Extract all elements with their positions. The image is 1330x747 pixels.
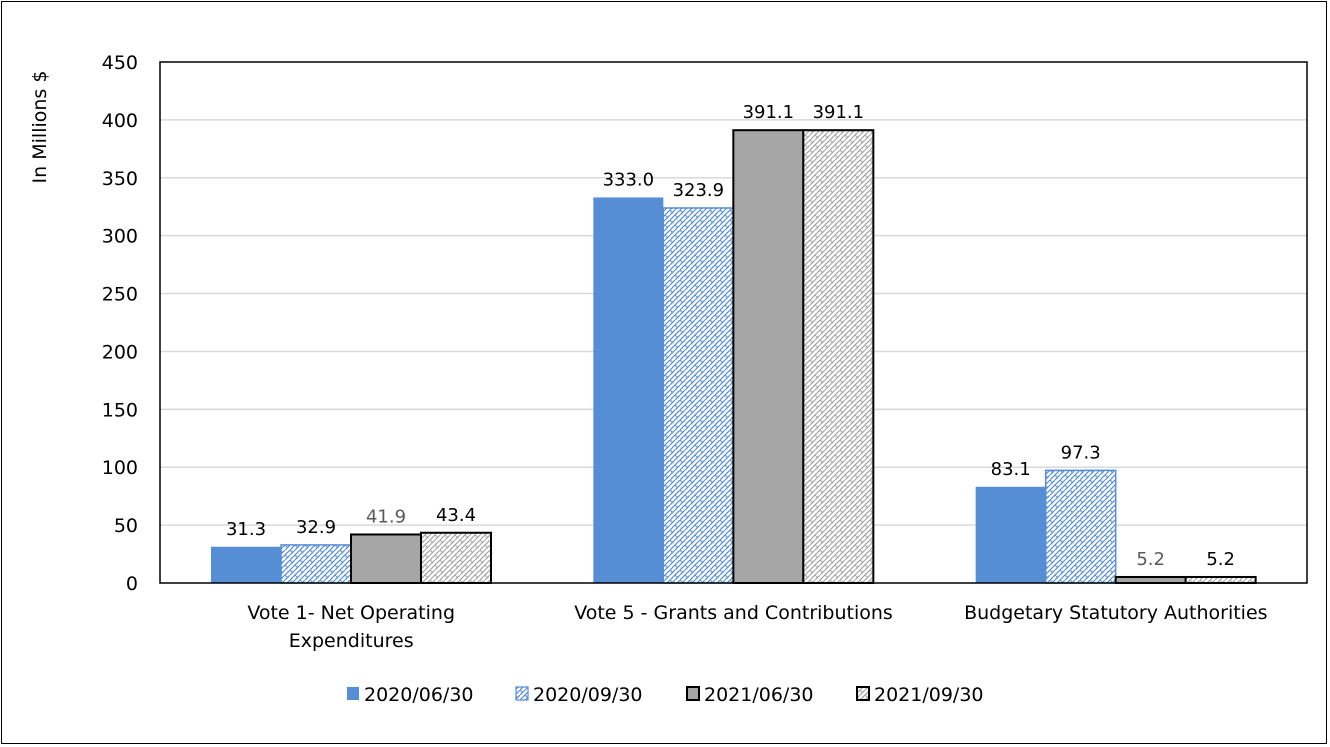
legend-swatch [686,686,700,701]
legend-item: 2021/06/30 [686,684,814,706]
bar-2020-09-30 [662,207,735,584]
y-tick-label: 100 [102,457,138,479]
bar-2021-09-30 [802,129,875,584]
bar-2021-06-30 [1114,575,1187,584]
x-tick-label: Budgetary Statutory Authorities [964,602,1267,624]
bar-2020-06-30 [593,197,664,583]
legend-label: 2020/06/30 [364,684,474,706]
legend-item: 2021/09/30 [856,684,984,706]
bar-2021-06-30 [350,533,422,585]
legend-label: 2021/09/30 [874,684,984,706]
legend-label: 2020/09/30 [533,684,643,706]
data-label: 333.0 [603,169,655,190]
data-label: 391.1 [743,102,795,123]
bar-2021-09-30 [1184,575,1257,584]
data-label: 97.3 [1061,442,1101,463]
y-tick-label: 0 [126,573,138,595]
y-tick-label: 350 [102,168,138,190]
bar-2020-06-30 [975,486,1046,583]
bar-2021-06-30 [732,129,805,584]
legend-swatch [347,687,359,700]
legend-swatch [515,686,529,701]
x-tick-label: Expenditures [289,630,414,652]
data-label: 5.2 [1206,549,1235,570]
data-label: 5.2 [1136,549,1165,570]
data-label: 31.3 [226,519,266,540]
legend-label: 2021/06/30 [704,684,814,706]
x-tick-label: Vote 5 - Grants and Contributions [574,602,893,624]
x-tick-label: Vote 1- Net Operating [247,602,455,624]
y-tick-label: 400 [102,110,138,132]
bar-2020-09-30 [1044,469,1117,584]
data-label: 32.9 [296,517,336,538]
bar-2020-09-30 [280,544,352,584]
y-axis-title: In Millions $ [29,71,51,184]
y-tick-label: 250 [102,284,138,306]
data-label: 391.1 [813,102,865,123]
y-tick-label: 200 [102,341,138,363]
data-label: 43.4 [436,505,476,526]
bar-2020-06-30 [211,546,281,583]
data-label: 41.9 [366,506,406,527]
legend-swatch [856,686,870,701]
bar-2021-09-30 [420,531,492,584]
legend-item: 2020/09/30 [515,684,643,706]
plot-area-border [159,61,1308,584]
y-tick-label: 300 [102,226,138,248]
y-tick-label: 450 [102,52,138,74]
data-label: 83.1 [991,459,1031,480]
y-tick-label: 50 [114,515,138,537]
y-tick-label: 150 [102,399,138,421]
legend-item: 2020/06/30 [347,684,474,706]
data-label: 323.9 [673,180,725,201]
